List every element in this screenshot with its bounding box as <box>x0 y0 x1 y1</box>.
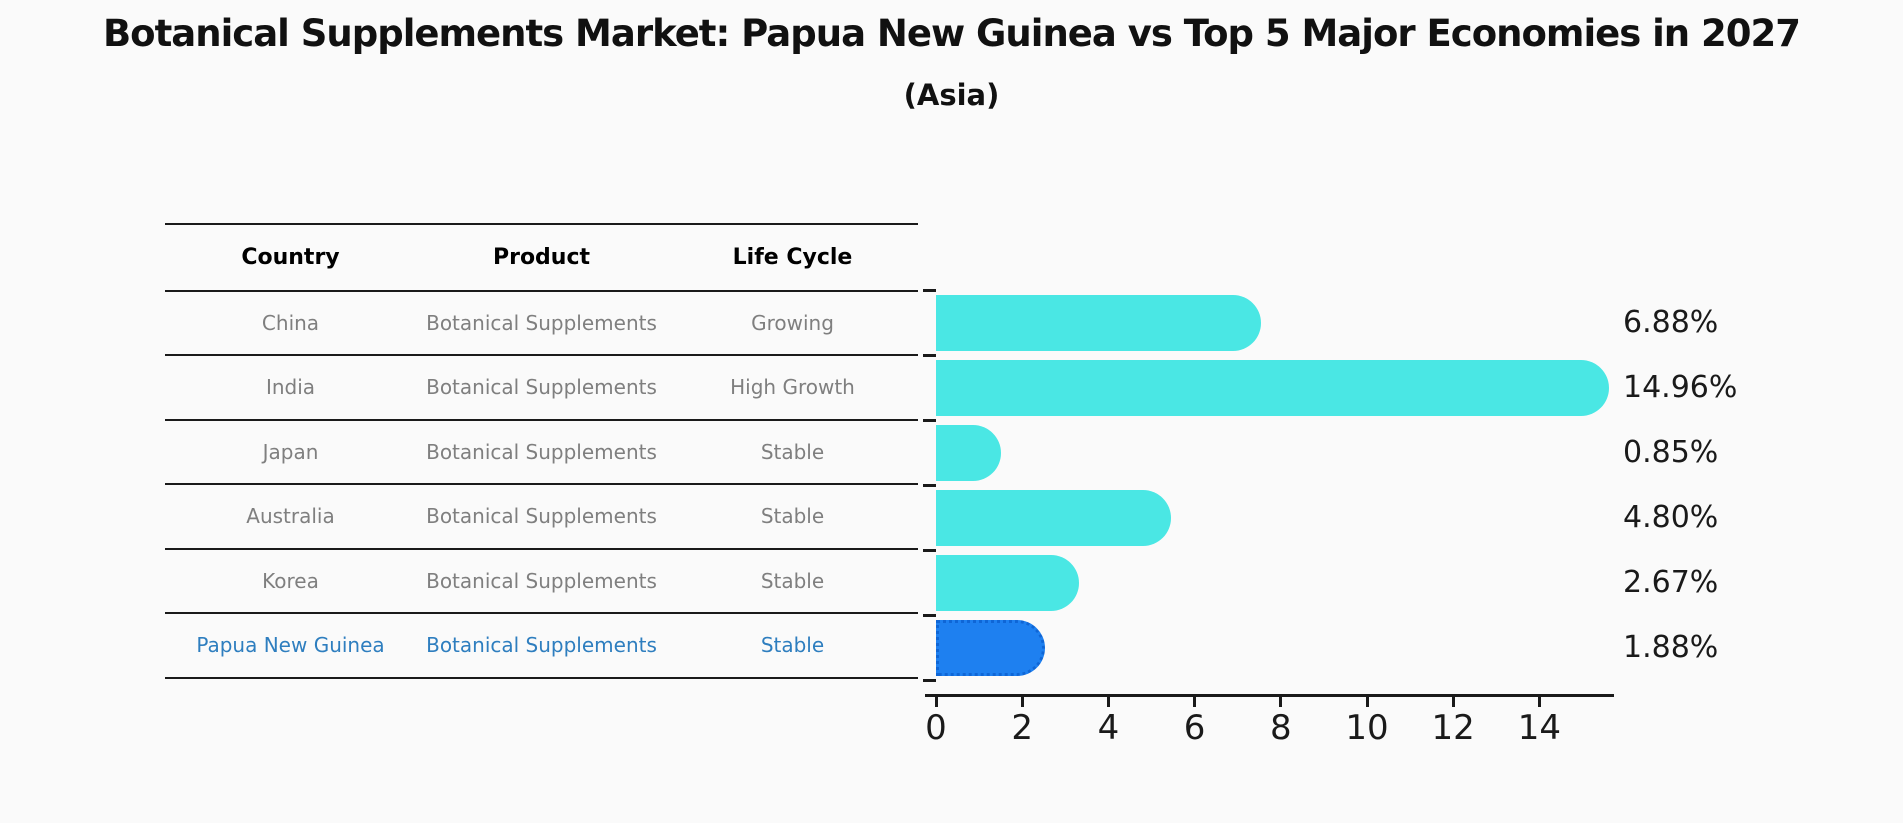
table-row: Papua New Guinea Botanical Supplements S… <box>165 614 918 679</box>
x-axis-tick-label: 2 <box>1011 708 1033 748</box>
x-axis-tick-label: 8 <box>1269 708 1292 748</box>
table-cell-country: China <box>261 310 320 335</box>
page-title: Botanical Supplements Market: Papua New … <box>102 12 1801 55</box>
table-row: Japan Botanical Supplements Stable <box>165 421 918 485</box>
x-axis-tick <box>1451 697 1455 707</box>
x-axis-tick <box>1365 697 1369 707</box>
table-row: China Botanical Supplements Growing <box>165 292 918 356</box>
table-cell-product: Botanical Supplements <box>426 504 657 529</box>
value-label-japan: 0.85% <box>1623 434 1719 470</box>
value-label-korea: 2.67% <box>1623 564 1719 600</box>
y-axis-tick <box>923 483 936 487</box>
table-cell-country: Australia <box>246 504 335 529</box>
table-cell-lifecycle: Stable <box>760 633 825 658</box>
table-cell-product: Botanical Supplements <box>426 375 657 400</box>
bar-japan <box>936 424 1001 481</box>
y-axis-tick <box>923 678 936 682</box>
y-axis-tick <box>923 353 936 357</box>
bar-papua-new-guinea <box>936 619 1046 676</box>
x-axis-tick <box>1020 697 1024 707</box>
table-cell-country: India <box>265 375 316 400</box>
value-label-papua-new-guinea: 1.88% <box>1623 629 1719 665</box>
bar-korea <box>936 554 1080 611</box>
table-cell-lifecycle: Stable <box>760 504 825 529</box>
x-axis-tick-label: 14 <box>1517 708 1562 748</box>
table-cell-lifecycle: Stable <box>760 439 825 464</box>
table-cell-country: Japan <box>262 439 319 464</box>
table-header-product: Product <box>492 244 591 270</box>
x-axis-tick-label: 12 <box>1431 708 1475 748</box>
x-axis-tick <box>1537 697 1541 707</box>
country-table: Country Product Life Cycle China Botanic… <box>165 223 918 679</box>
x-axis-tick-label: 10 <box>1345 708 1389 748</box>
value-label-australia: 4.80% <box>1623 499 1719 535</box>
bar-australia <box>936 489 1171 546</box>
page-subtitle: (Asia) <box>903 78 1000 112</box>
table-row: Korea Botanical Supplements Stable <box>165 550 918 614</box>
table-header-country: Country <box>241 244 340 270</box>
x-axis-tick <box>1193 697 1197 707</box>
table-cell-product: Botanical Supplements <box>426 568 657 593</box>
table-cell-country: Korea <box>262 568 319 593</box>
table-row: Australia Botanical Supplements Stable <box>165 485 918 550</box>
table-header-lifecycle: Life Cycle <box>732 244 853 270</box>
x-axis-line <box>925 694 1614 697</box>
y-axis-tick <box>923 613 936 617</box>
table-cell-lifecycle: Growing <box>751 310 834 335</box>
y-axis-tick <box>923 418 936 422</box>
value-label-china: 6.88% <box>1623 304 1719 340</box>
y-axis-tick <box>923 288 936 292</box>
table-header-row: Country Product Life Cycle <box>165 225 918 292</box>
y-axis-tick <box>923 548 936 552</box>
table-cell-country: Papua New Guinea <box>196 633 385 658</box>
table-row: India Botanical Supplements High Growth <box>165 356 918 421</box>
table-cell-product: Botanical Supplements <box>426 439 657 464</box>
x-axis-tick <box>934 697 938 707</box>
table-cell-lifecycle: High Growth <box>730 375 855 400</box>
table-cell-product: Botanical Supplements <box>426 633 657 658</box>
bar-india <box>936 359 1609 416</box>
table-cell-lifecycle: Stable <box>760 568 825 593</box>
x-axis-tick <box>1106 697 1110 707</box>
bar-china <box>936 294 1261 351</box>
x-axis-tick-label: 4 <box>1097 708 1120 748</box>
x-axis-tick-label: 6 <box>1183 708 1206 748</box>
x-axis-tick-label: 0 <box>925 708 947 748</box>
x-axis-tick <box>1279 697 1283 707</box>
table-cell-product: Botanical Supplements <box>426 310 657 335</box>
value-label-india: 14.96% <box>1623 369 1738 405</box>
table-body: China Botanical Supplements Growing Indi… <box>165 292 918 679</box>
